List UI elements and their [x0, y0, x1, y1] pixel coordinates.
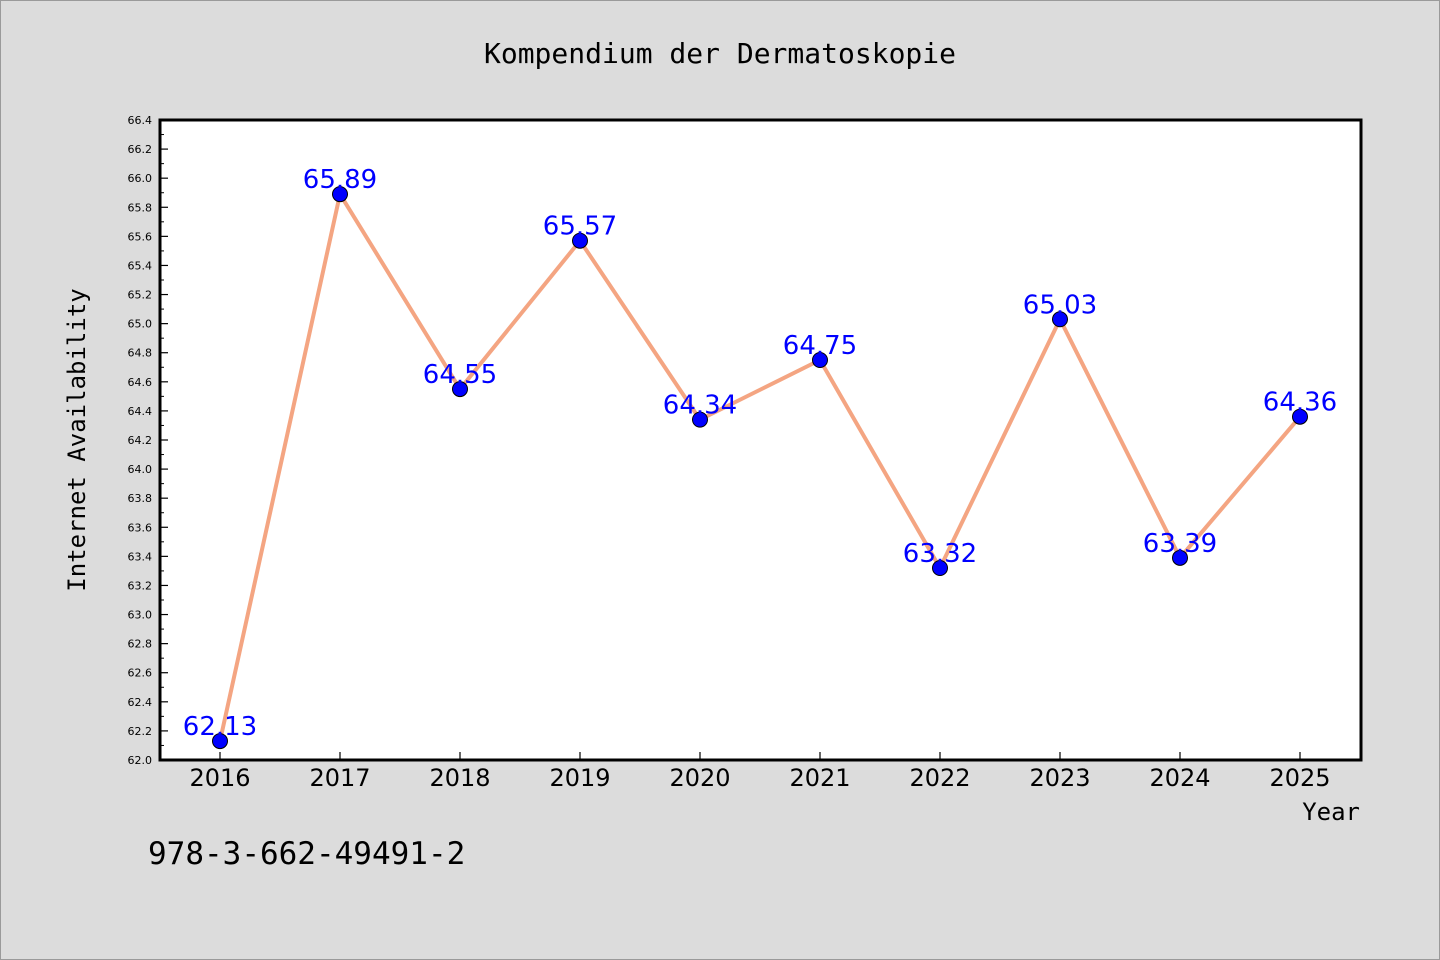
data-point	[572, 232, 588, 249]
x-tick-label: 2025	[1269, 764, 1330, 792]
plot-area	[158, 118, 1363, 762]
y-tick-label: 64.4	[128, 405, 153, 418]
y-tick-label: 64.6	[128, 376, 153, 389]
y-tick-label: 63.4	[128, 550, 153, 563]
data-labels: 62.13 65.89 64.55 65.57 64.34 64.75 63.32 65.03…	[183, 165, 1337, 742]
y-tick-label: 65.0	[128, 318, 153, 331]
y-tick-label: 62.6	[128, 667, 153, 680]
x-tick-label: 2016	[189, 764, 250, 792]
data-point	[1292, 408, 1308, 425]
data-point	[1172, 549, 1188, 566]
x-axis-label: Year	[1302, 798, 1360, 826]
y-tick-label: 64.0	[128, 463, 153, 476]
data-point	[692, 411, 708, 428]
x-tick-label: 2021	[789, 764, 850, 792]
series-markers	[212, 186, 1308, 750]
y-tick-label: 62.0	[128, 754, 153, 767]
data-label: 64.34	[663, 391, 737, 421]
y-tick-label: 62.2	[128, 725, 153, 738]
x-tick-label: 2023	[1029, 764, 1090, 792]
data-point	[452, 381, 468, 398]
data-point	[932, 560, 948, 576]
y-tick-label: 65.8	[128, 201, 153, 214]
y-tick-label: 65.6	[128, 230, 153, 243]
data-label: 64.55	[423, 360, 497, 390]
y-tick-label: 63.2	[128, 579, 153, 592]
y-tick-label: 62.4	[128, 696, 153, 709]
data-label: 64.75	[783, 331, 857, 361]
data-label: 65.57	[543, 212, 617, 242]
y-tick-label: 65.2	[128, 289, 153, 302]
x-axis: 2016 2017 2018 2019 2020 2021 2022 2023 2024 2025	[189, 752, 1331, 792]
y-tick-label: 64.8	[128, 347, 153, 360]
y-tick-label: 64.2	[128, 434, 153, 447]
y-tick-label: 63.6	[128, 521, 153, 534]
data-label: 65.89	[303, 165, 377, 195]
y-axis: 62.0 62.2 62.4 62.6 62.8 63.0 63.2 63.4 63.6 63.8…	[128, 114, 168, 767]
chart-title: Kompendium der Dermatoskopie	[484, 37, 956, 70]
series-line	[218, 192, 1302, 744]
data-point	[1052, 311, 1068, 328]
data-point	[332, 186, 348, 203]
data-label: 65.03	[1023, 290, 1097, 320]
isbn-footer: 978-3-662-49491-2	[148, 836, 465, 872]
y-tick-label: 63.0	[128, 609, 153, 622]
y-tick-label: 65.4	[128, 259, 153, 272]
y-tick-label: 66.4	[128, 114, 153, 127]
data-label: 63.32	[903, 539, 977, 569]
data-label: 62.13	[183, 712, 257, 742]
x-tick-label: 2018	[429, 764, 490, 792]
data-point	[212, 733, 228, 750]
data-label: 64.36	[1263, 388, 1337, 418]
y-tick-label: 63.8	[128, 492, 153, 505]
y-tick-label: 62.8	[128, 638, 153, 651]
y-tick-label: 66.2	[128, 143, 153, 156]
x-tick-label: 2019	[549, 764, 610, 792]
x-tick-label: 2017	[309, 764, 370, 792]
x-tick-label: 2020	[669, 764, 730, 792]
y-tick-label: 66.0	[128, 172, 153, 185]
series-line-group	[218, 192, 1302, 744]
x-tick-label: 2024	[1149, 764, 1210, 792]
data-point	[812, 352, 828, 368]
x-tick-label: 2022	[909, 764, 970, 792]
data-label: 63.39	[1143, 529, 1217, 559]
y-axis-label: Internet Availability	[63, 288, 91, 591]
